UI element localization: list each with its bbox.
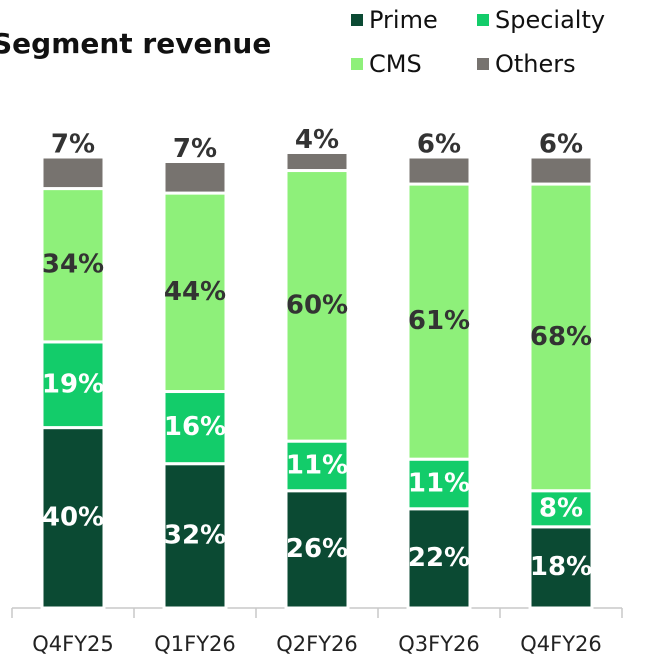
data-label: 6%: [417, 130, 461, 160]
bar-segment: [284, 489, 350, 610]
x-tick-label: Q4FY26: [520, 632, 602, 656]
bar-segment: [40, 187, 106, 344]
bar-segment: [406, 457, 472, 511]
bar-segment: [528, 155, 594, 186]
bar-segment: [162, 160, 228, 195]
bar-segment: [162, 462, 228, 610]
bar-segment: [40, 155, 106, 191]
legend-label: CMS: [369, 50, 422, 78]
legend-swatch: [477, 14, 489, 26]
data-label: 40%: [42, 502, 104, 532]
data-label: 32%: [164, 520, 226, 550]
x-tick-label: Q1FY26: [154, 632, 236, 656]
bar-segment: [284, 150, 350, 173]
data-label: 34%: [42, 250, 104, 280]
bar-segment: [162, 191, 228, 394]
legend-swatch: [351, 58, 363, 70]
legend-label: Specialty: [495, 6, 605, 34]
data-label: 4%: [295, 125, 339, 155]
bar-segment: [528, 489, 594, 529]
x-tick-label: Q2FY26: [276, 632, 358, 656]
data-label: 44%: [164, 277, 226, 307]
bar-segment: [40, 426, 106, 610]
bar-segment: [162, 390, 228, 466]
data-label: 6%: [539, 130, 583, 160]
bar-segment: [406, 155, 472, 186]
bar-segment: [528, 182, 594, 493]
x-tick-label: Q3FY26: [398, 632, 480, 656]
bar-segment: [406, 507, 472, 610]
data-label: 16%: [164, 412, 226, 442]
data-label: 26%: [286, 534, 348, 564]
data-label: 68%: [530, 322, 592, 352]
data-label: 18%: [530, 552, 592, 582]
legend-swatch: [477, 58, 489, 70]
legend-swatch: [351, 14, 363, 26]
data-label: 11%: [408, 468, 470, 498]
data-label: 22%: [408, 543, 470, 573]
data-label: 7%: [51, 130, 95, 160]
data-label: 8%: [539, 493, 583, 523]
data-label: 7%: [173, 134, 217, 164]
chart-title: Segment revenue: [0, 27, 271, 60]
legend-label: Others: [495, 50, 576, 78]
data-label: 61%: [408, 306, 470, 336]
legend-label: Prime: [369, 6, 438, 34]
x-tick-label: Q4FY25: [32, 632, 114, 656]
data-label: 19%: [42, 369, 104, 399]
bar-segment: [284, 169, 350, 443]
bar-segment: [528, 525, 594, 610]
bar-segment: [40, 340, 106, 430]
data-label: 60%: [286, 290, 348, 320]
bar-segment: [406, 182, 472, 461]
data-label: 11%: [286, 450, 348, 480]
